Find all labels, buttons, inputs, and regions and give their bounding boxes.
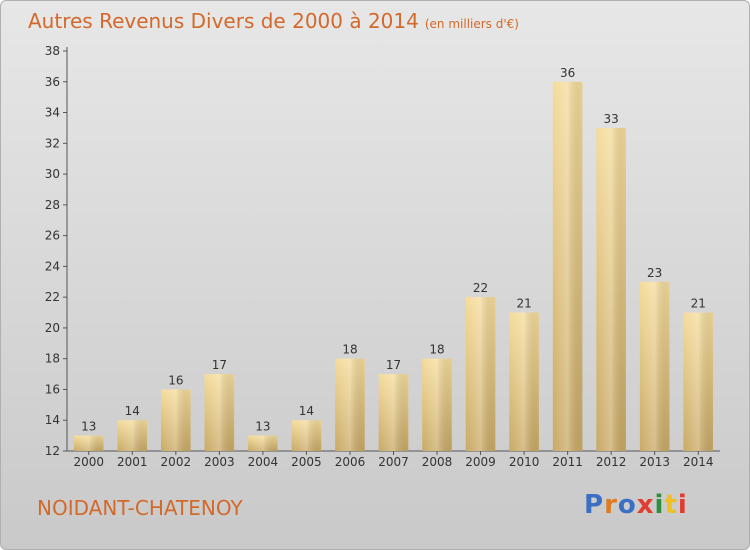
chart-subtitle: (en milliers d'€) <box>424 17 519 31</box>
data-label: 17 <box>212 358 227 372</box>
bar-highlight <box>248 435 278 451</box>
y-tick-label: 20 <box>45 321 60 335</box>
y-tick-label: 22 <box>45 290 60 304</box>
y-tick-label: 38 <box>45 44 60 58</box>
logo-letter: r <box>604 490 618 520</box>
bar-highlight <box>161 389 191 451</box>
data-label: 14 <box>125 404 140 418</box>
logo-letter: i <box>654 490 665 520</box>
x-tick-label: 2013 <box>639 455 670 469</box>
y-tick-label: 34 <box>45 106 60 120</box>
bar-highlight <box>639 281 670 451</box>
x-tick-label: 2006 <box>335 455 366 469</box>
x-tick-label: 2008 <box>422 455 453 469</box>
data-label: 16 <box>168 373 183 387</box>
bar-highlight <box>422 358 452 451</box>
logo-letter: t <box>664 490 678 520</box>
bar-highlight <box>291 420 322 451</box>
proxiti-logo: Proxiti <box>584 490 688 520</box>
x-tick-label: 2000 <box>73 455 104 469</box>
bar-highlight <box>552 81 583 452</box>
x-tick-label: 2010 <box>509 455 540 469</box>
bar-highlight <box>465 297 496 451</box>
bar-highlight <box>204 374 235 451</box>
data-label: 36 <box>560 66 575 80</box>
x-tick-label: 2003 <box>204 455 235 469</box>
data-label: 18 <box>342 343 357 357</box>
bar-highlight <box>335 358 365 451</box>
x-tick-label: 2009 <box>465 455 496 469</box>
data-label: 33 <box>604 112 619 126</box>
x-tick-label: 2005 <box>291 455 322 469</box>
x-tick-label: 2012 <box>596 455 627 469</box>
y-tick-label: 24 <box>45 259 60 273</box>
logo-letter: o <box>617 490 637 520</box>
y-tick-label: 32 <box>45 136 60 150</box>
x-tick-label: 2001 <box>117 455 148 469</box>
x-tick-label: 2004 <box>248 455 279 469</box>
bar-highlight <box>683 312 714 451</box>
location-label: NOIDANT-CHATENOY <box>37 496 243 520</box>
data-label: 13 <box>81 420 96 434</box>
bar-highlight <box>509 312 539 451</box>
data-label: 23 <box>647 266 662 280</box>
x-tick-label: 2011 <box>552 455 583 469</box>
bar-highlight <box>117 420 148 451</box>
x-tick-label: 2007 <box>378 455 409 469</box>
data-label: 18 <box>429 343 444 357</box>
data-label: 21 <box>516 297 531 311</box>
bar-highlight <box>73 435 104 451</box>
data-label: 22 <box>473 281 488 295</box>
chart-title: Autres Revenus Divers de 2000 à 2014 (en … <box>28 9 519 33</box>
y-tick-label: 28 <box>45 198 60 212</box>
logo-letter: P <box>584 490 605 520</box>
bar-highlight <box>378 374 409 451</box>
logo-letter: i <box>677 490 688 520</box>
x-tick-label: 2014 <box>683 455 714 469</box>
y-tick-label: 16 <box>45 382 60 396</box>
y-tick-label: 14 <box>45 413 60 427</box>
data-label: 14 <box>299 404 314 418</box>
bar-highlight <box>596 127 626 451</box>
data-label: 21 <box>691 297 706 311</box>
logo-letter: x <box>636 490 655 520</box>
x-tick-label: 2002 <box>161 455 192 469</box>
y-tick-label: 30 <box>45 167 60 181</box>
y-tick-label: 12 <box>45 444 60 458</box>
y-tick-label: 26 <box>45 229 60 243</box>
data-label: 17 <box>386 358 401 372</box>
y-tick-label: 36 <box>45 75 60 89</box>
data-label: 13 <box>255 420 270 434</box>
y-tick-label: 18 <box>45 352 60 366</box>
